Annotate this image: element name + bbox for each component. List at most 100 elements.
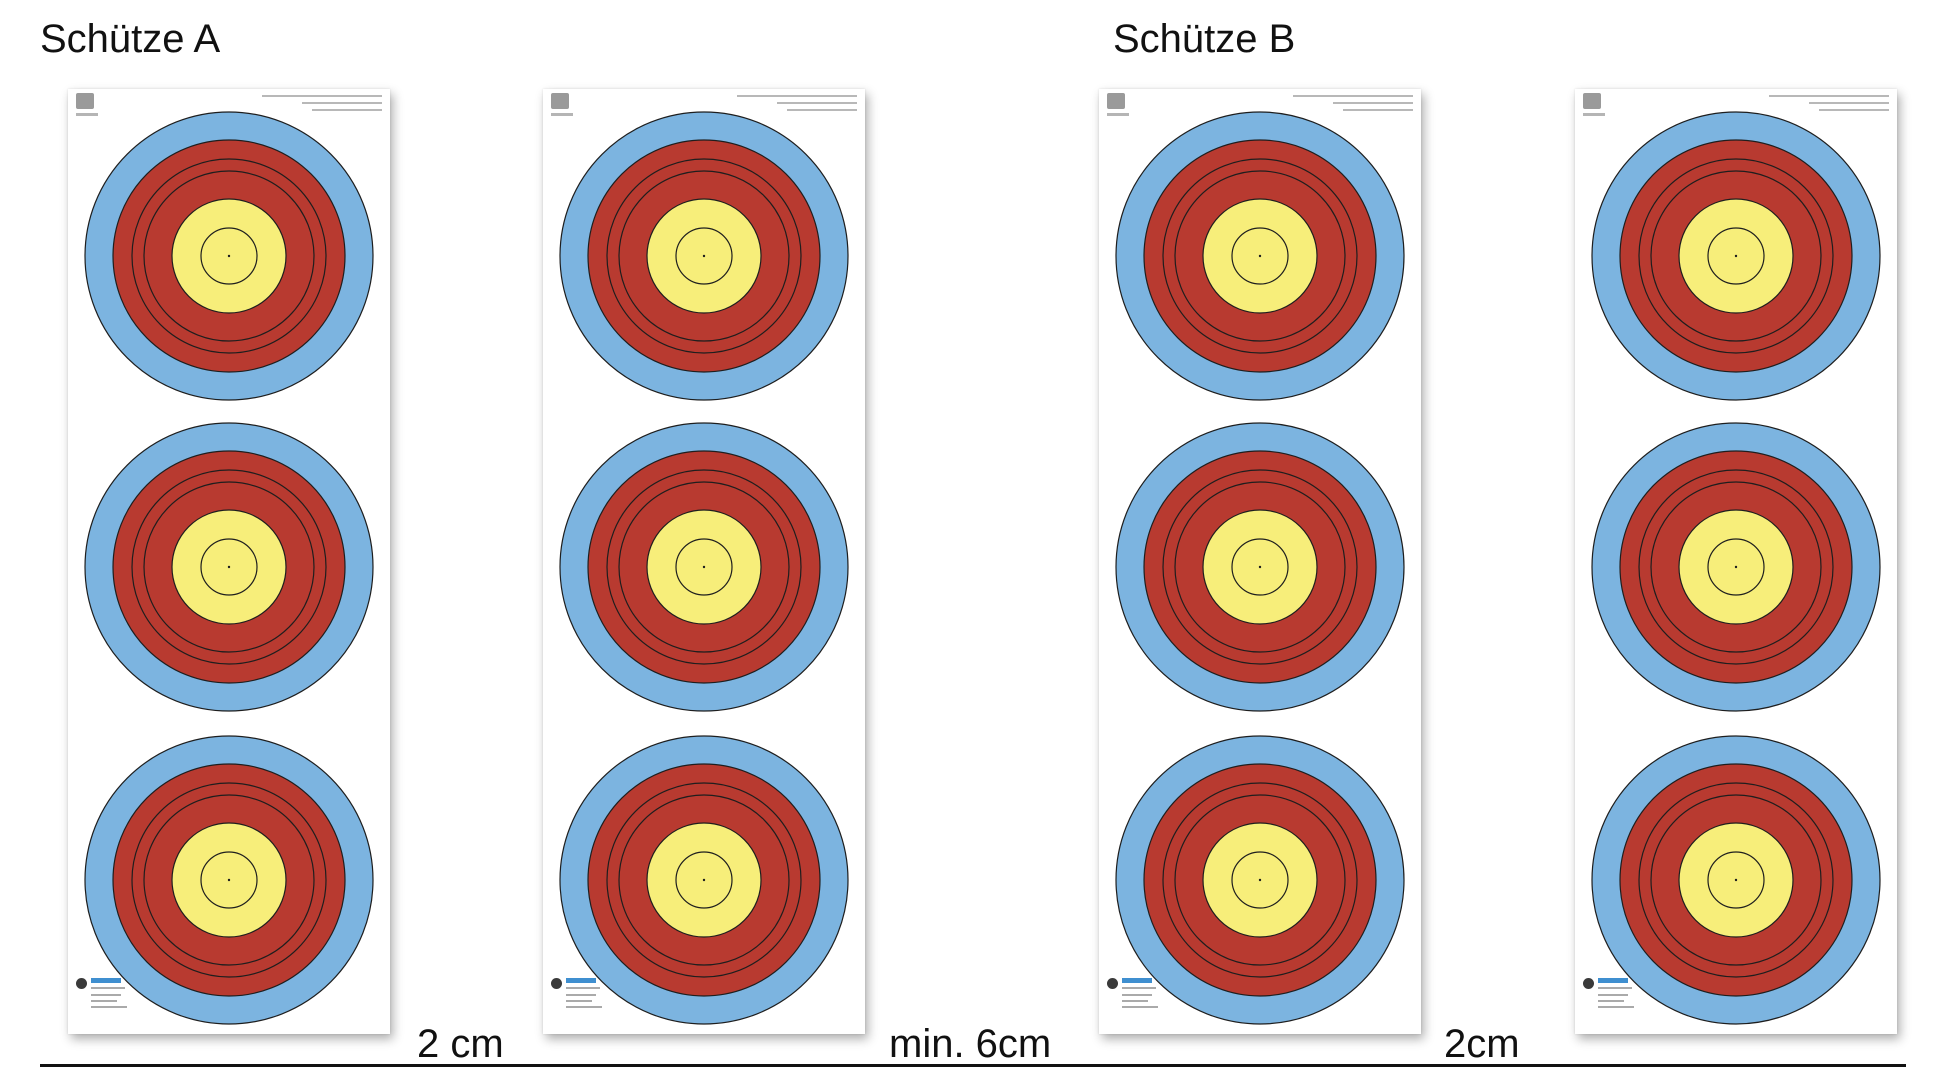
baseline [40,1064,1906,1067]
target-face [68,406,390,728]
ring-line [1619,450,1853,684]
ring-line [1638,469,1834,665]
center-dot [227,254,231,258]
ring-line [1143,763,1377,997]
ring-line [587,450,821,684]
center-dot [1734,878,1738,882]
brand-logo-icon [551,978,621,1014]
ring-line [675,851,733,909]
sheet-logo-icon [1583,93,1611,127]
center-dot [702,878,706,882]
ring-line [1707,538,1765,596]
gap-label-b-sheets: 2cm [1444,1022,1520,1066]
ring-line [112,763,346,997]
center-dot [1258,565,1262,569]
ring-line [84,422,374,712]
brand-logo-icon [1107,978,1177,1014]
ring-line [587,763,821,997]
shooter-b-label: Schütze B [1113,17,1296,61]
ring-line [1638,158,1834,354]
center-dot [702,254,706,258]
ring-line [1162,469,1358,665]
center-dot [1734,565,1738,569]
brand-logo-icon [76,978,146,1014]
ring-line [1231,227,1289,285]
target-face [543,719,865,1041]
sheet-fine-print [1769,95,1889,116]
ring-line [1650,170,1822,342]
sheet-fine-print [1293,95,1413,116]
ring-line [1638,782,1834,978]
ring-line [1707,851,1765,909]
ring-line [606,782,802,978]
ring-line [200,538,258,596]
target-face [543,406,865,728]
ring-line [1162,158,1358,354]
ring-line [1619,139,1853,373]
ring-line [646,198,762,314]
target-sheet-b-right [1575,89,1897,1034]
target-face [1099,95,1421,417]
ring-line [559,735,849,1025]
ring-line [1231,538,1289,596]
ring-line [84,735,374,1025]
ring-line [1115,422,1405,712]
ring-line [1678,822,1794,938]
ring-line [112,450,346,684]
target-face [1099,719,1421,1041]
ring-line [1115,735,1405,1025]
ring-line [1650,794,1822,966]
ring-line [131,782,327,978]
ring-line [1619,763,1853,997]
ring-line [143,794,315,966]
ring-line [618,481,790,653]
ring-line [1115,111,1405,401]
ring-line [675,227,733,285]
ring-line [143,170,315,342]
gap-label-between-shooters: min. 6cm [889,1022,1052,1066]
target-face [1575,95,1897,417]
ring-line [606,469,802,665]
target-face [1575,719,1897,1041]
ring-line [646,822,762,938]
ring-line [131,469,327,665]
ring-line [1591,735,1881,1025]
target-face [68,95,390,417]
sheet-fine-print [737,95,857,116]
target-sheet-b-left [1099,89,1421,1034]
ring-line [84,111,374,401]
center-dot [227,565,231,569]
shooter-a-label: Schütze A [40,17,221,61]
ring-line [675,538,733,596]
ring-line [1174,794,1346,966]
ring-line [1202,822,1318,938]
ring-line [131,158,327,354]
ring-line [1231,851,1289,909]
sheet-logo-icon [551,93,579,127]
ring-line [1707,227,1765,285]
center-dot [1258,878,1262,882]
center-dot [1258,254,1262,258]
ring-line [143,481,315,653]
gap-label-a-sheets: 2 cm [417,1022,504,1066]
ring-line [1591,111,1881,401]
sheet-logo-icon [76,93,104,127]
ring-line [1650,481,1822,653]
ring-line [618,170,790,342]
target-face [543,95,865,417]
ring-line [606,158,802,354]
target-face [1575,406,1897,728]
ring-line [1678,198,1794,314]
ring-line [559,111,849,401]
center-dot [227,878,231,882]
ring-line [559,422,849,712]
target-sheet-a-right [543,89,865,1034]
brand-logo-icon [1583,978,1653,1014]
ring-line [1174,481,1346,653]
center-dot [702,565,706,569]
sheet-logo-icon [1107,93,1135,127]
ring-line [587,139,821,373]
ring-line [1143,450,1377,684]
ring-line [646,509,762,625]
ring-line [1202,509,1318,625]
